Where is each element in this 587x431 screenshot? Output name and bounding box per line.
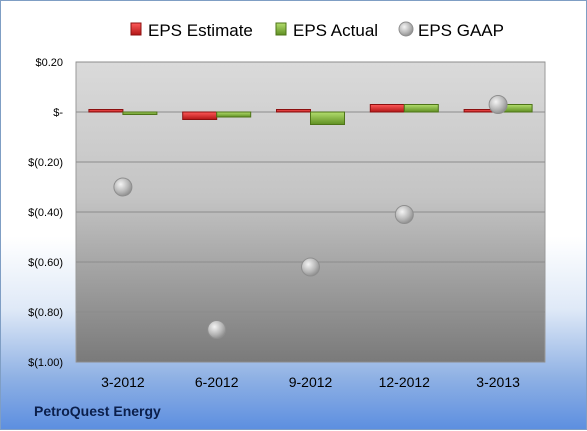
gaap-point (301, 257, 320, 277)
gaap-point (207, 320, 227, 339)
gaap-point (113, 177, 133, 197)
gaap-point (394, 205, 414, 224)
y-axis-tick-labels: $0.20 $- $(0.20) $(0.40) $(0.60) $(0.80) $(1.0… (28, 57, 63, 369)
x-tick-label: 3-2012 (101, 374, 145, 390)
gaap-points (113, 95, 508, 339)
legend-swatch-actual (275, 22, 287, 36)
actual-bar (403, 104, 439, 113)
actual-bar (310, 111, 345, 125)
y-tick-label: $(0.80) (28, 307, 63, 319)
y-tick-label: $(1.00) (28, 357, 63, 369)
y-tick-label: $0.20 (35, 57, 63, 69)
y-tick-label: $(0.40) (28, 207, 63, 219)
company-label: PetroQuest Energy (34, 403, 161, 419)
legend-actual: EPS Actual (293, 21, 378, 40)
estimate-bar (369, 104, 405, 113)
x-axis-tick-labels: 3-2012 6-2012 9-2012 12-2012 3-2013 (101, 374, 520, 390)
x-tick-label: 6-2012 (195, 374, 239, 390)
x-tick-label: 9-2012 (289, 374, 333, 390)
y-tick-label: $(0.20) (28, 157, 63, 169)
bars (88, 104, 533, 125)
estimate-bar (182, 111, 218, 120)
actual-bar (122, 111, 158, 115)
legend-estimate: EPS Estimate (148, 21, 253, 40)
estimate-bar (276, 109, 311, 113)
legend-gaap: EPS GAAP (418, 21, 504, 40)
legend-swatch-gaap (398, 21, 414, 37)
x-tick-label: 12-2012 (379, 374, 431, 390)
estimate-bar (88, 109, 124, 113)
y-tick-label: $(0.60) (28, 257, 63, 269)
x-tick-label: 3-2013 (476, 374, 520, 390)
actual-bar (216, 111, 252, 118)
legend: EPS Estimate EPS Actual EPS GAAP (130, 21, 504, 40)
legend-swatch-estimate (130, 22, 142, 36)
gaap-point (488, 95, 508, 114)
y-tick-label: $- (53, 107, 63, 119)
